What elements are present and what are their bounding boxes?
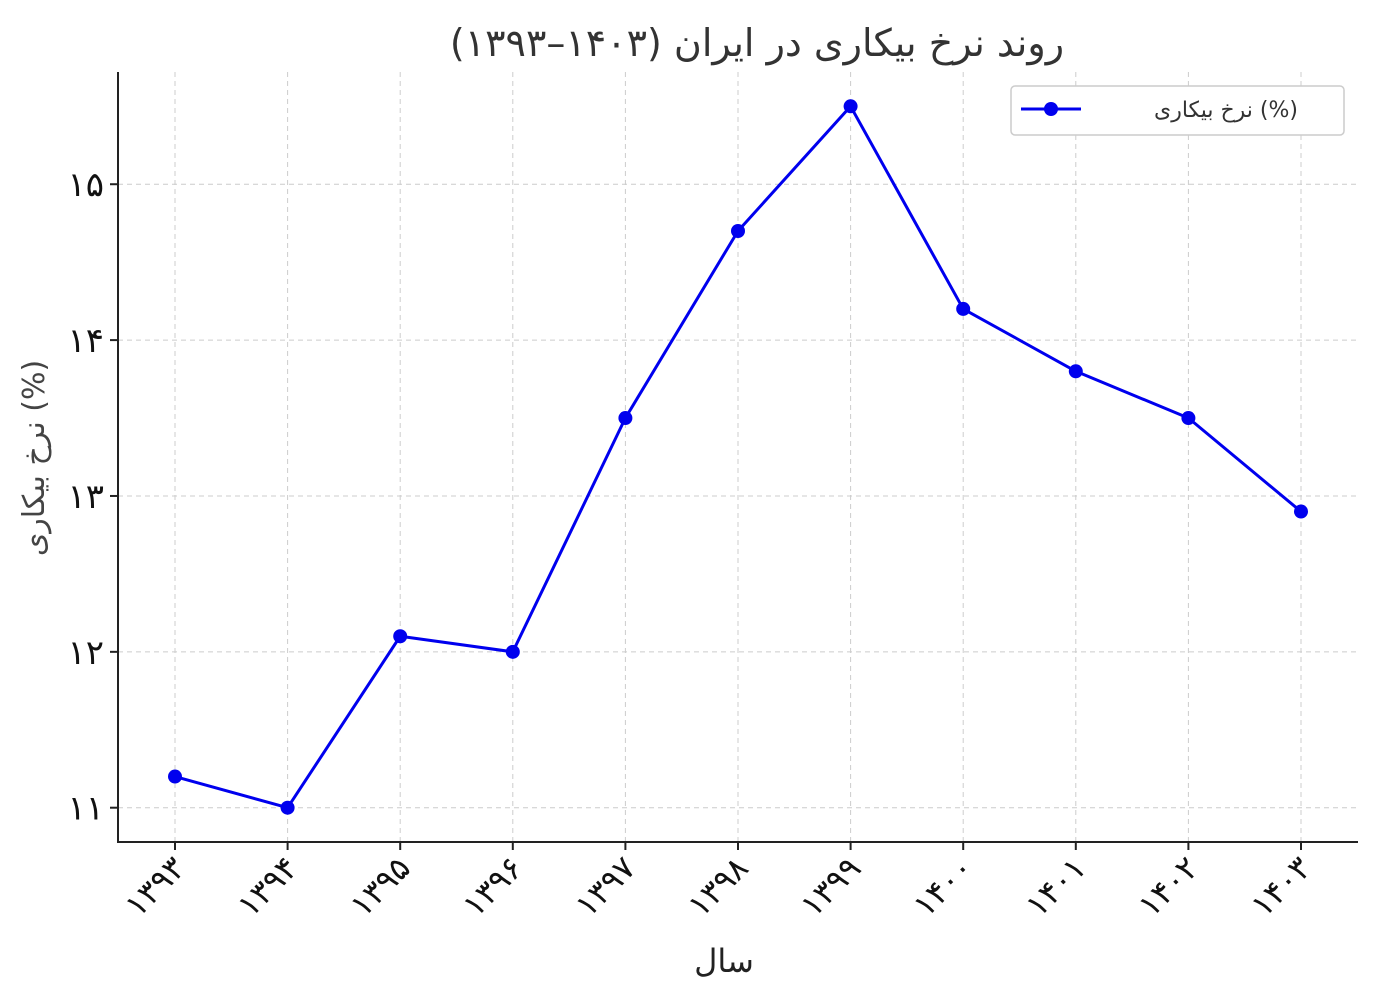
x-tick-label: ۱۳۹۴ (230, 849, 305, 924)
legend-series-label: نرخ بیکاری (%) (1154, 98, 1298, 123)
chart-title: روند نرخ بیکاری در ایران (۱۴۰۳–۱۳۹۳) (450, 21, 1064, 66)
x-tick-label: ۱۴۰۱ (1018, 849, 1093, 924)
data-point (1181, 411, 1196, 426)
data-point (1068, 364, 1083, 379)
x-tick-label: ۱۳۹۳ (117, 849, 192, 924)
data-point (956, 301, 971, 316)
data-point (168, 769, 182, 784)
y-tick-label: ۱۲ (67, 633, 104, 673)
legend: نرخ بیکاری (%) (1010, 85, 1345, 136)
data-point (618, 411, 633, 426)
x-tick-label: ۱۳۹۶ (455, 849, 530, 924)
legend-marker-swatch (1044, 102, 1058, 116)
x-tick-label: ۱۳۹۹ (793, 849, 868, 924)
x-tick-label: ۱۴۰۰ (905, 849, 980, 924)
y-tick-label: ۱۵ (67, 165, 104, 205)
x-tick-label: ۱۳۹۷ (568, 849, 643, 924)
x-tick-label: ۱۳۹۸ (680, 849, 755, 924)
data-point (731, 223, 745, 238)
y-axis-ticks: ۱۱ ۱۲ ۱۳ ۱۴ ۱۵ (67, 165, 118, 829)
series-unemployment-rate (168, 99, 1308, 815)
y-axis-label: نرخ بیکاری (%) (17, 360, 52, 556)
y-tick-label: ۱۴ (67, 321, 104, 361)
x-tick-label: ۱۴۰۲ (1131, 849, 1206, 924)
y-tick-label: ۱۱ (67, 789, 104, 829)
x-axis-label: سال (694, 942, 754, 980)
y-tick-label: ۱۳ (67, 477, 104, 517)
data-point (505, 644, 520, 659)
axes-frame (117, 72, 1358, 843)
data-point (280, 800, 295, 815)
data-point (843, 99, 858, 114)
x-tick-label: ۱۴۰۳ (1243, 849, 1318, 924)
data-point (1294, 504, 1308, 519)
legend-box (1010, 85, 1345, 136)
grid-lines (118, 72, 1358, 842)
x-tick-label: ۱۳۹۵ (342, 849, 417, 924)
x-axis-ticks: ۱۳۹۳ ۱۳۹۴ ۱۳۹۵ ۱۳۹۶ ۱۳۹۷ ۱۳۹۸ ۱۳۹۹ ۱۴۰۰ ۱۴۰۱ ۱۴۰۲… (117, 842, 1319, 924)
data-point (393, 629, 408, 644)
